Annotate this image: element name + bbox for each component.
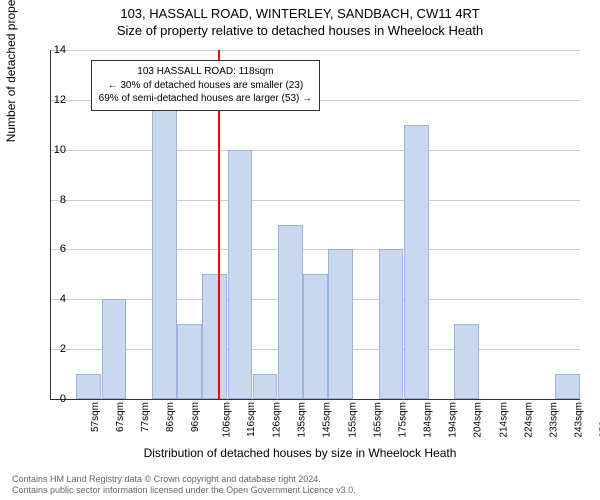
bar — [379, 249, 404, 399]
y-tick-label: 10 — [36, 144, 66, 156]
y-tick-label: 0 — [36, 393, 66, 405]
x-tick-label: 155sqm — [347, 402, 358, 438]
x-tick-label: 57sqm — [90, 402, 101, 432]
x-tick-label: 184sqm — [423, 402, 434, 438]
gridline — [51, 50, 580, 51]
y-tick-label: 12 — [36, 94, 66, 106]
y-axis-label: Number of detached properties — [4, 0, 18, 142]
x-tick-label: 106sqm — [221, 402, 232, 438]
bar — [152, 100, 177, 399]
x-tick-label: 67sqm — [115, 402, 126, 432]
x-tick-label: 214sqm — [498, 402, 509, 438]
y-tick-label: 4 — [36, 293, 66, 305]
footer-line1: Contains HM Land Registry data © Crown c… — [12, 474, 356, 485]
gridline — [51, 249, 580, 250]
x-tick-label: 204sqm — [473, 402, 484, 438]
annotation-line: ← 30% of detached houses are smaller (23… — [99, 79, 312, 93]
x-tick-label: 233sqm — [549, 402, 560, 438]
y-tick-label: 8 — [36, 194, 66, 206]
bar — [76, 374, 101, 399]
x-tick-label: 243sqm — [574, 402, 585, 438]
bar — [202, 274, 227, 399]
y-tick-label: 14 — [36, 44, 66, 56]
annotation-line: 103 HASSALL ROAD: 118sqm — [99, 65, 312, 79]
bar — [454, 324, 479, 399]
x-tick-label: 175sqm — [397, 402, 408, 438]
gridline — [51, 200, 580, 201]
x-tick-label: 165sqm — [372, 402, 383, 438]
x-tick-label: 96sqm — [190, 402, 201, 432]
x-tick-label: 116sqm — [246, 402, 257, 437]
bar — [102, 299, 127, 399]
x-tick-label: 194sqm — [448, 402, 459, 438]
bar — [278, 225, 303, 400]
y-tick-label: 2 — [36, 343, 66, 355]
x-tick-label: 126sqm — [272, 402, 283, 438]
x-tick-label: 77sqm — [140, 402, 151, 432]
bar — [177, 324, 202, 399]
x-tick-label: 86sqm — [165, 402, 176, 432]
bar — [253, 374, 278, 399]
bar — [228, 150, 253, 399]
bar — [404, 125, 429, 399]
footer-line2: Contains public sector information licen… — [12, 485, 356, 496]
annotation-box: 103 HASSALL ROAD: 118sqm← 30% of detache… — [91, 60, 320, 111]
chart-container: 103, HASSALL ROAD, WINTERLEY, SANDBACH, … — [0, 0, 600, 500]
x-axis-label: Distribution of detached houses by size … — [0, 446, 600, 460]
bar — [328, 249, 353, 399]
chart-title-desc: Size of property relative to detached ho… — [0, 21, 600, 38]
x-tick-label: 224sqm — [523, 402, 534, 438]
plot-area: 103 HASSALL ROAD: 118sqm← 30% of detache… — [50, 50, 580, 400]
chart-title-address: 103, HASSALL ROAD, WINTERLEY, SANDBACH, … — [0, 0, 600, 21]
x-tick-label: 145sqm — [322, 402, 333, 438]
y-tick-label: 6 — [36, 243, 66, 255]
gridline — [51, 150, 580, 151]
bar — [303, 274, 328, 399]
annotation-line: 69% of semi-detached houses are larger (… — [99, 92, 312, 106]
footer-attribution: Contains HM Land Registry data © Crown c… — [12, 474, 356, 497]
x-tick-label: 135sqm — [297, 402, 308, 438]
bar — [555, 374, 580, 399]
